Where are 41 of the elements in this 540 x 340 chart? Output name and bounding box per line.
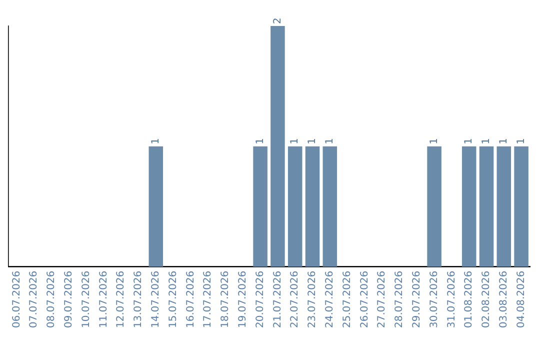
data-label: 1 [481, 138, 492, 144]
x-tick-label: 04.08.2026 [516, 270, 527, 328]
x-tick-label: 01.08.2026 [464, 270, 475, 328]
data-label: 1 [290, 138, 301, 144]
x-tick-label: 17.07.2026 [202, 270, 214, 328]
x-tick-label: 19.07.2026 [237, 270, 248, 328]
x-tick-label: 08.07.2026 [46, 270, 58, 328]
x-tick-label: 12.07.2026 [116, 270, 127, 328]
x-tick-label: 03.08.2026 [498, 270, 510, 328]
x-tick-label: 16.07.2026 [185, 270, 196, 328]
x-tick-label: 02.08.2026 [481, 270, 492, 328]
data-label: 1 [464, 138, 475, 144]
x-tick-label: 27.07.2026 [376, 270, 388, 328]
data-label: 1 [428, 138, 440, 144]
x-tick-label: 28.07.2026 [394, 270, 406, 328]
x-tick-label: 10.07.2026 [80, 270, 92, 328]
data-label: 2 [272, 18, 284, 24]
x-tick-label: 07.07.2026 [28, 270, 40, 328]
x-tick-label: 14.07.2026 [150, 270, 162, 328]
x-tick-label: 25.07.2026 [342, 270, 353, 328]
x-tick-label: 09.07.2026 [63, 270, 74, 328]
data-label: 1 [516, 138, 527, 144]
x-tick-label: 06.07.2026 [11, 270, 22, 328]
x-tick-label: 26.07.2026 [359, 270, 370, 328]
x-tick-label: 30.07.2026 [428, 270, 440, 328]
x-tick-label: 13.07.2026 [133, 270, 144, 328]
x-tick-label: 22.07.2026 [290, 270, 301, 328]
data-label: 1 [307, 138, 318, 144]
x-tick-label: 15.07.2026 [168, 270, 179, 328]
x-tick-label: 18.07.2026 [220, 270, 232, 328]
x-tick-label: 29.07.2026 [411, 270, 422, 328]
data-label: 1 [150, 138, 162, 144]
data-label: 1 [498, 138, 510, 144]
x-tick-label: 24.07.2026 [324, 270, 336, 328]
data-label: 1 [324, 138, 336, 144]
x-tick-label: 31.07.2026 [446, 270, 458, 328]
x-tick-label: 21.07.2026 [272, 270, 284, 328]
x-tick-label: 11.07.2026 [98, 270, 110, 328]
data-label: 1 [254, 138, 266, 144]
x-tick-label: 23.07.2026 [307, 270, 318, 328]
x-tick-label: 20.07.2026 [254, 270, 266, 328]
